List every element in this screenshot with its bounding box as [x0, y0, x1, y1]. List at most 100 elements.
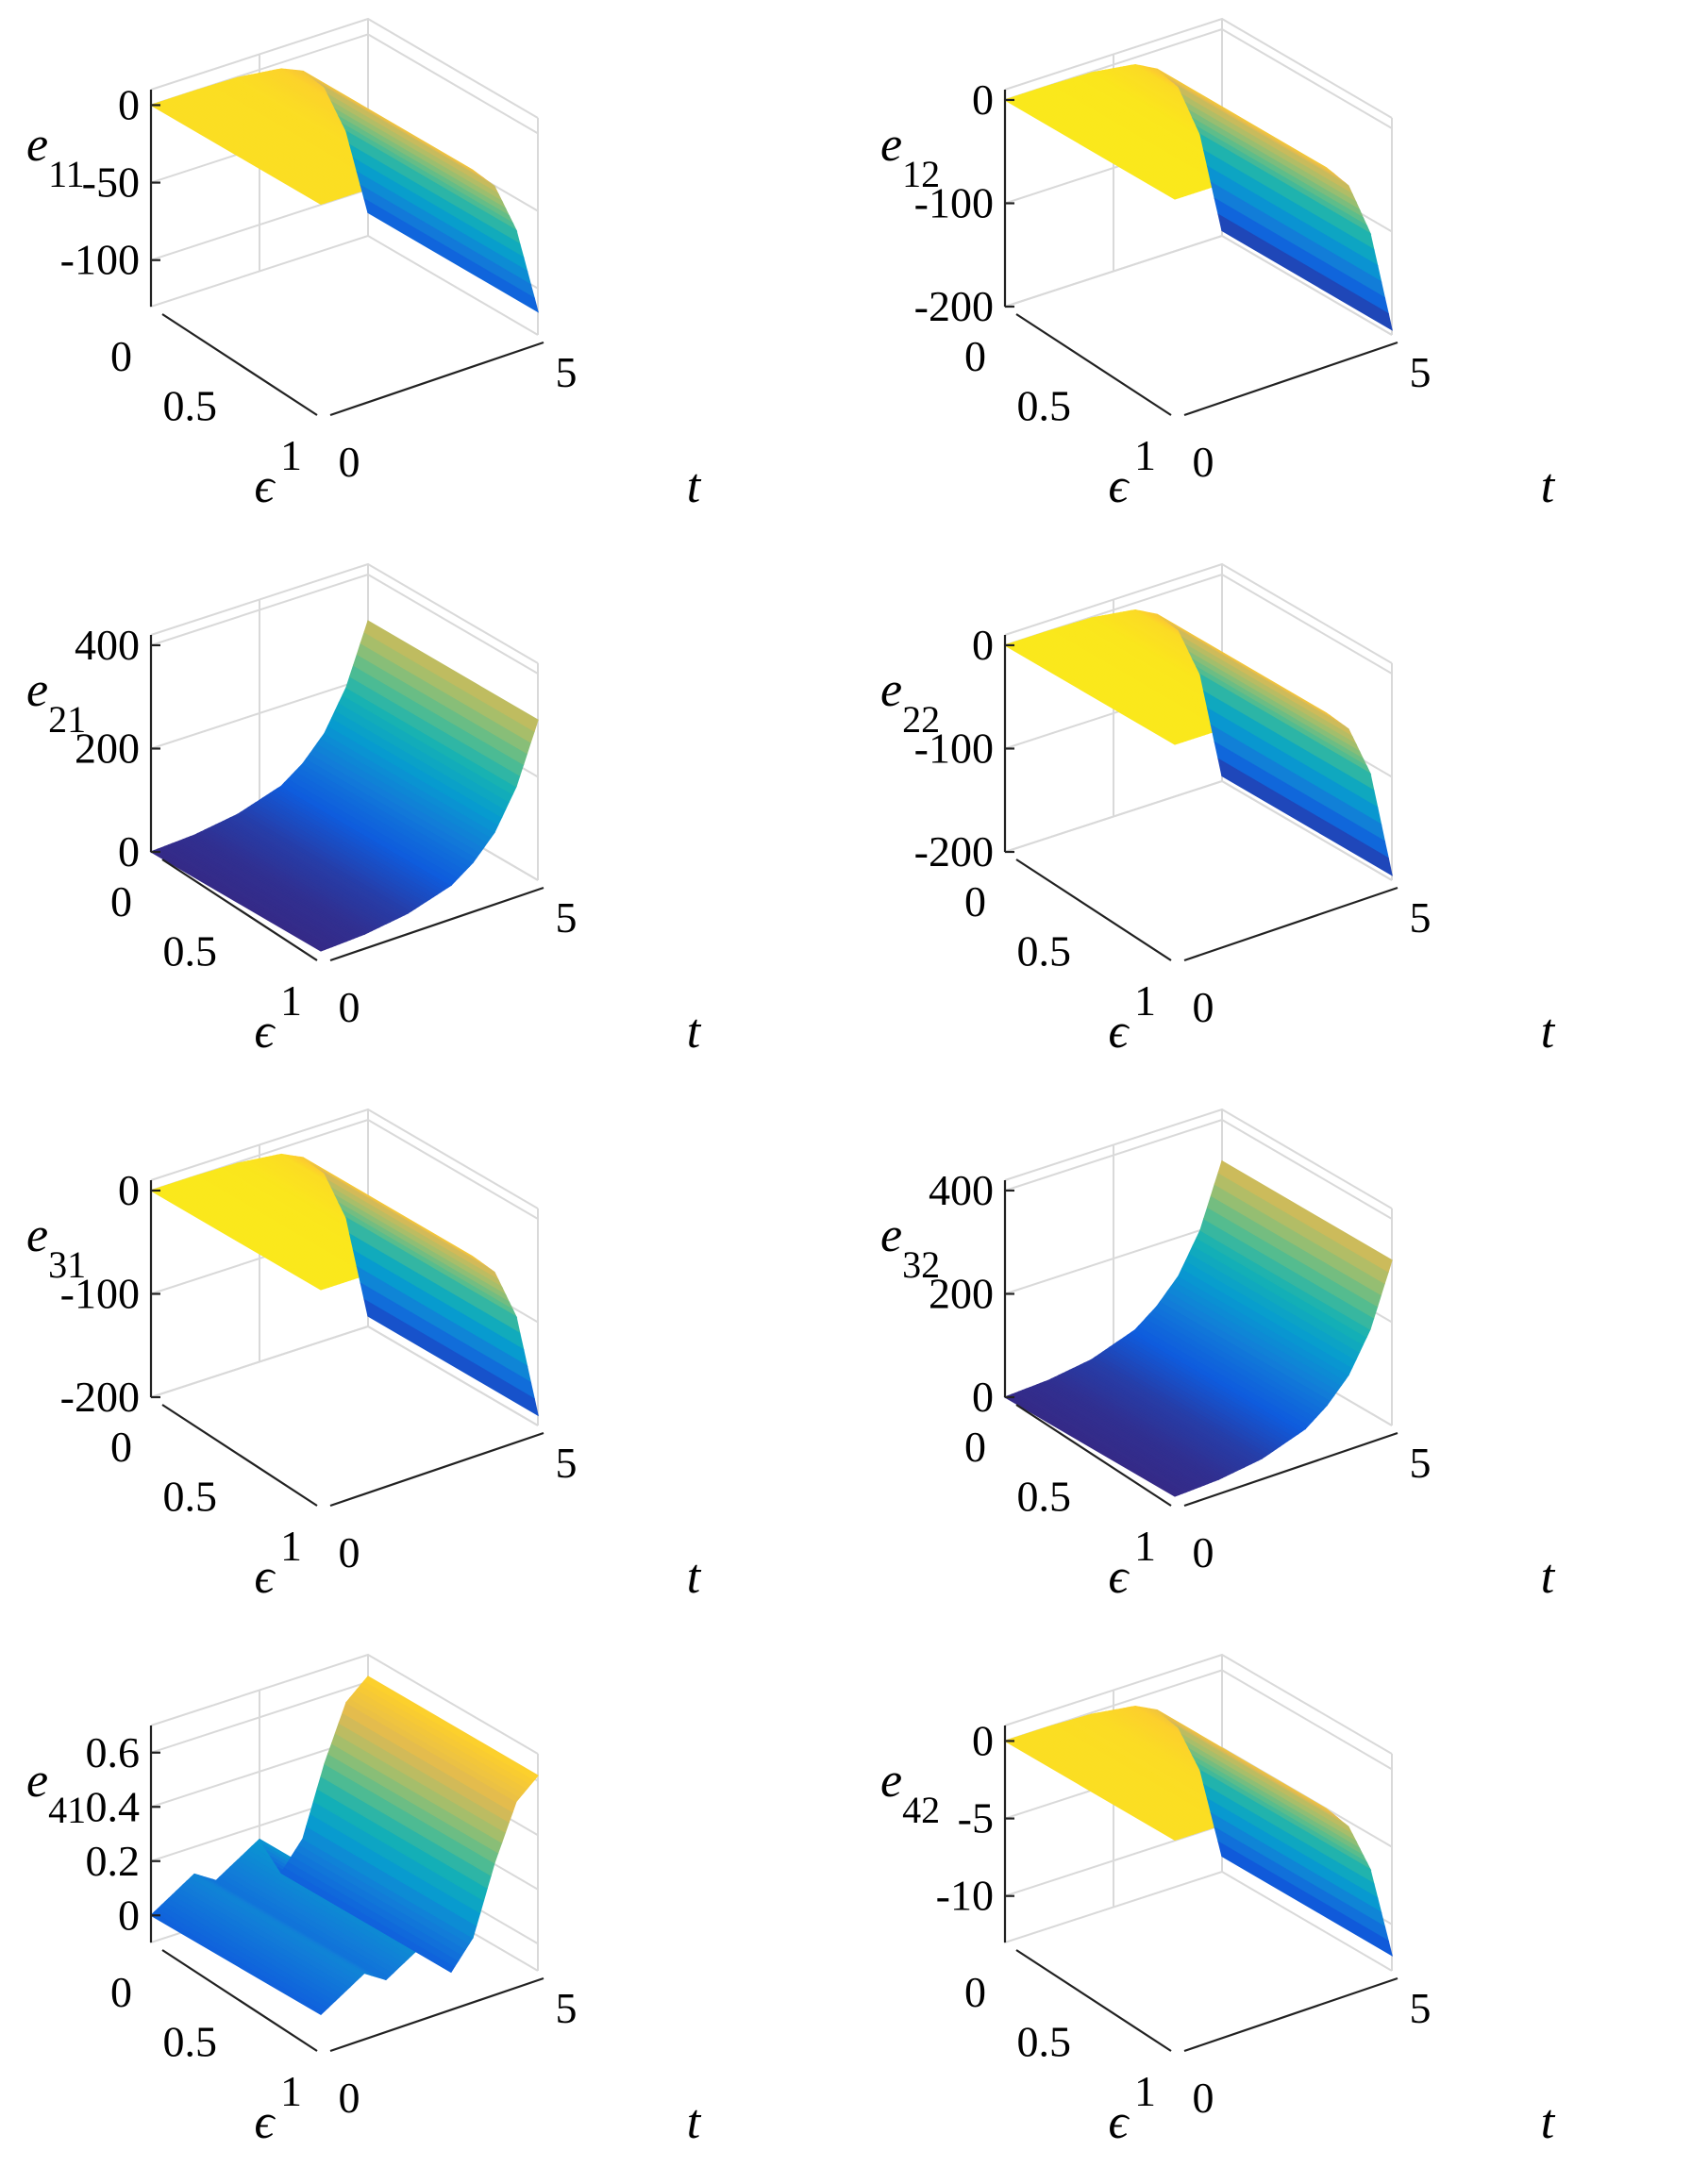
surface	[1003, 1159, 1393, 1497]
t-tick-label: 0	[339, 2074, 360, 2122]
surface-plot-panel: 0 200 400 0 0.5 1 0 5 ϵ t e21	[0, 545, 854, 1091]
surface	[1003, 63, 1393, 331]
z-tick-label: 0.6	[86, 1728, 141, 1776]
eps-axis-line	[161, 1404, 318, 1507]
z-axis-label-base: e	[880, 1754, 902, 1808]
grid-z-line	[1004, 573, 1393, 675]
eps-axis-label: ϵ	[255, 1005, 276, 1059]
t-axis-label: t	[687, 1550, 702, 1604]
grid-z-line	[1004, 234, 1393, 336]
z-tick-label: -100	[914, 178, 994, 226]
z-tick-label: 0	[118, 1166, 140, 1214]
z-axis-label-base: e	[26, 1209, 48, 1262]
surface-strip	[1217, 1841, 1393, 1957]
eps-tick-label: 0	[964, 332, 986, 380]
eps-axis-line	[161, 1949, 318, 2052]
eps-tick-label: 0.5	[163, 1473, 218, 1521]
surface-strip	[1217, 213, 1393, 331]
surface-plot-panel: 0 -100 -200 0 0.5 1 0 5 ϵ t e31	[0, 1091, 854, 1636]
grid-z-line	[1004, 1669, 1393, 1771]
eps-axis-line	[1015, 1949, 1172, 2052]
eps-axis-label: ϵ	[1109, 1005, 1130, 1059]
z-axis-label-base: e	[26, 663, 48, 717]
t-axis-line	[329, 1431, 544, 1508]
eps-tick-label: 1	[1134, 2067, 1156, 2115]
t-axis-line	[1183, 886, 1398, 962]
z-axis-label-base: e	[880, 1209, 902, 1262]
z-tick-label: -100	[914, 724, 994, 772]
grid-z-line	[150, 1325, 539, 1426]
t-tick-label: 5	[556, 1984, 578, 2032]
eps-tick-label: 0.5	[163, 382, 218, 430]
t-axis-line	[329, 886, 544, 962]
z-axis-label-base: e	[26, 118, 48, 172]
z-tick-label: 400	[929, 1166, 994, 1214]
t-tick-label: 5	[1410, 893, 1432, 942]
eps-tick-label: 1	[1134, 431, 1156, 479]
z-axis-label-subscript: 41	[48, 1789, 86, 1831]
z-tick-label: 200	[75, 724, 140, 772]
t-axis-label: t	[1541, 2095, 1556, 2149]
eps-tick-label: 0.5	[1017, 927, 1072, 975]
t-tick-label: 0	[1193, 983, 1214, 1031]
eps-tick-label: 0	[964, 1423, 986, 1471]
eps-tick-label: 0.5	[163, 927, 218, 975]
eps-axis-label: ϵ	[1109, 459, 1130, 513]
t-axis-line	[329, 1976, 544, 2053]
z-axis-label: e42	[880, 1754, 940, 1831]
axis-lines	[149, 90, 544, 417]
t-axis-line	[1183, 1431, 1398, 1508]
axis-lines	[1003, 635, 1398, 962]
z-axis-label-subscript: 31	[48, 1243, 86, 1286]
z-tick-label: -100	[60, 236, 140, 284]
eps-axis-label: ϵ	[1109, 1550, 1130, 1604]
z-tick-label: -200	[914, 282, 994, 330]
eps-tick-label: 1	[1134, 976, 1156, 1025]
surface-strip	[363, 197, 539, 313]
t-axis-line	[1183, 341, 1398, 417]
z-axis-label-subscript: 12	[902, 153, 940, 195]
z-tick-label: -200	[60, 1373, 140, 1421]
surface-strip	[363, 620, 539, 732]
eps-tick-label: 0	[110, 1423, 132, 1471]
axis-lines	[149, 1180, 544, 1508]
eps-axis-line	[1015, 313, 1172, 416]
z-axis-label: e12	[880, 118, 940, 195]
grid-z-line	[1004, 779, 1393, 881]
t-axis-label: t	[1541, 1005, 1556, 1059]
z-axis-label: e21	[26, 663, 86, 741]
surface-strip	[363, 1298, 539, 1417]
eps-tick-label: 1	[280, 431, 302, 479]
eps-axis-label: ϵ	[255, 2095, 276, 2149]
surface-strip	[363, 1676, 539, 1781]
eps-axis-line	[161, 313, 318, 416]
eps-axis-line	[1015, 1404, 1172, 1507]
z-axis-label-base: e	[26, 1754, 48, 1808]
surface	[1003, 609, 1393, 876]
surface	[149, 1153, 539, 1417]
eps-tick-label: 1	[280, 1522, 302, 1570]
surface-plot-panel: 0 0.2 0.4 0.6 0 0.5 1 0 5 ϵ t e41	[0, 1636, 854, 2181]
t-axis-label: t	[687, 2095, 702, 2149]
t-tick-label: 0	[1193, 1528, 1214, 1576]
z-tick-label: 0	[118, 827, 140, 875]
z-tick-label: 0	[972, 1716, 994, 1764]
z-axis-label-subscript: 32	[902, 1243, 940, 1286]
z-axis-label-subscript: 11	[48, 153, 85, 195]
eps-axis-label: ϵ	[255, 459, 276, 513]
grid-z-line	[1004, 27, 1393, 129]
z-axis-label-subscript: 22	[902, 698, 940, 741]
z-tick-label: 0	[118, 80, 140, 128]
grid-top-edge	[1004, 1108, 1393, 1209]
t-axis-label: t	[687, 459, 702, 513]
z-axis-label-base: e	[880, 118, 902, 172]
z-tick-label: -10	[936, 1872, 994, 1920]
t-tick-label: 0	[1193, 2074, 1214, 2122]
z-tick-label: -200	[914, 827, 994, 875]
t-tick-label: 5	[1410, 1439, 1432, 1487]
eps-tick-label: 0.5	[1017, 2018, 1072, 2066]
